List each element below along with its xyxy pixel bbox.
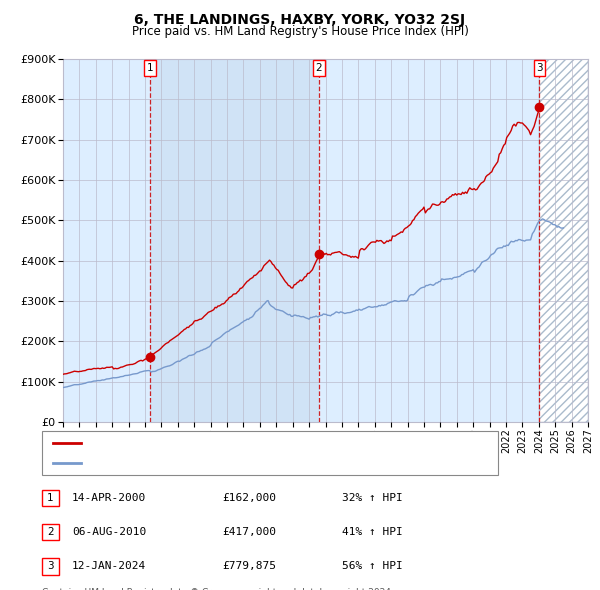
Text: 32% ↑ HPI: 32% ↑ HPI <box>342 493 403 503</box>
Text: 14-APR-2000: 14-APR-2000 <box>72 493 146 503</box>
Text: 3: 3 <box>536 63 543 73</box>
Text: 2: 2 <box>316 63 322 73</box>
Text: £162,000: £162,000 <box>222 493 276 503</box>
Text: 41% ↑ HPI: 41% ↑ HPI <box>342 527 403 537</box>
Text: Contains HM Land Registry data © Crown copyright and database right 2024.: Contains HM Land Registry data © Crown c… <box>42 588 394 590</box>
Text: HPI: Average price, detached house, York: HPI: Average price, detached house, York <box>87 458 302 467</box>
Text: 1: 1 <box>146 63 153 73</box>
Text: 6, THE LANDINGS, HAXBY, YORK, YO32 2SJ: 6, THE LANDINGS, HAXBY, YORK, YO32 2SJ <box>134 13 466 27</box>
Text: £779,875: £779,875 <box>222 562 276 571</box>
Text: 1: 1 <box>47 493 54 503</box>
Text: 6, THE LANDINGS, HAXBY, YORK, YO32 2SJ (detached house): 6, THE LANDINGS, HAXBY, YORK, YO32 2SJ (… <box>87 438 402 448</box>
Text: Price paid vs. HM Land Registry's House Price Index (HPI): Price paid vs. HM Land Registry's House … <box>131 25 469 38</box>
Text: 3: 3 <box>47 562 54 571</box>
Text: £417,000: £417,000 <box>222 527 276 537</box>
Text: 12-JAN-2024: 12-JAN-2024 <box>72 562 146 571</box>
Bar <box>539 59 588 422</box>
Text: 06-AUG-2010: 06-AUG-2010 <box>72 527 146 537</box>
Text: 2: 2 <box>47 527 54 537</box>
Bar <box>539 59 588 422</box>
Bar <box>150 59 319 422</box>
Text: 56% ↑ HPI: 56% ↑ HPI <box>342 562 403 571</box>
